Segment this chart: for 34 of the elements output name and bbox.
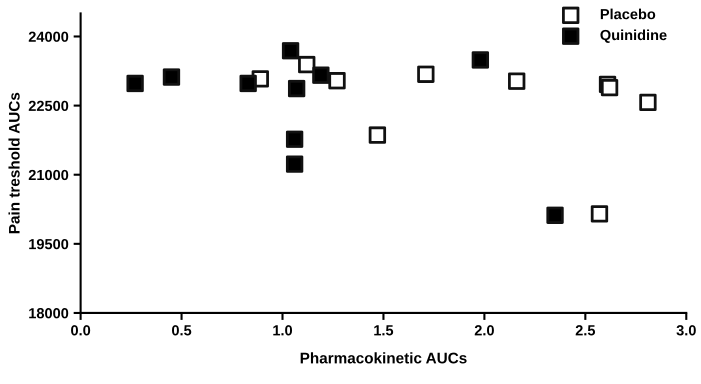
x-tick-label: 3.0 (676, 325, 696, 336)
x-tick-label: 2.5 (576, 325, 596, 336)
y-tick-label: 22500 (28, 100, 68, 112)
point (162, 68, 180, 86)
point (298, 56, 316, 74)
y-tick-label: 24000 (28, 32, 68, 42)
point (417, 66, 435, 83)
point (328, 72, 346, 90)
point (590, 205, 608, 223)
point (472, 51, 490, 69)
y-tick-label: 21000 (28, 170, 68, 180)
x-tick-label: 1.5 (374, 325, 394, 336)
x-tick-label: 2.0 (474, 325, 494, 336)
legend-label: Placebo (600, 8, 656, 20)
point (126, 74, 144, 92)
point (282, 42, 300, 60)
legend-label: Quinidine (600, 29, 667, 43)
point (286, 130, 304, 148)
point (368, 126, 386, 144)
point (288, 80, 306, 98)
y-tick-label: 19500 (29, 238, 68, 250)
x-tick-label: 1.0 (273, 325, 292, 336)
point (600, 78, 618, 96)
point (508, 72, 526, 90)
x-tick-label: 0.0 (71, 325, 90, 336)
y-axis-title: Pain treshold AUCs (8, 92, 20, 234)
point (312, 66, 330, 84)
x-tick-label: 0.5 (172, 325, 192, 336)
point (546, 206, 564, 224)
y-tick-label: 18000 (29, 308, 68, 318)
x-axis-title: Pharmacokinetic AUCs (300, 352, 467, 364)
point (639, 94, 657, 112)
point (240, 74, 257, 92)
point (286, 155, 304, 173)
